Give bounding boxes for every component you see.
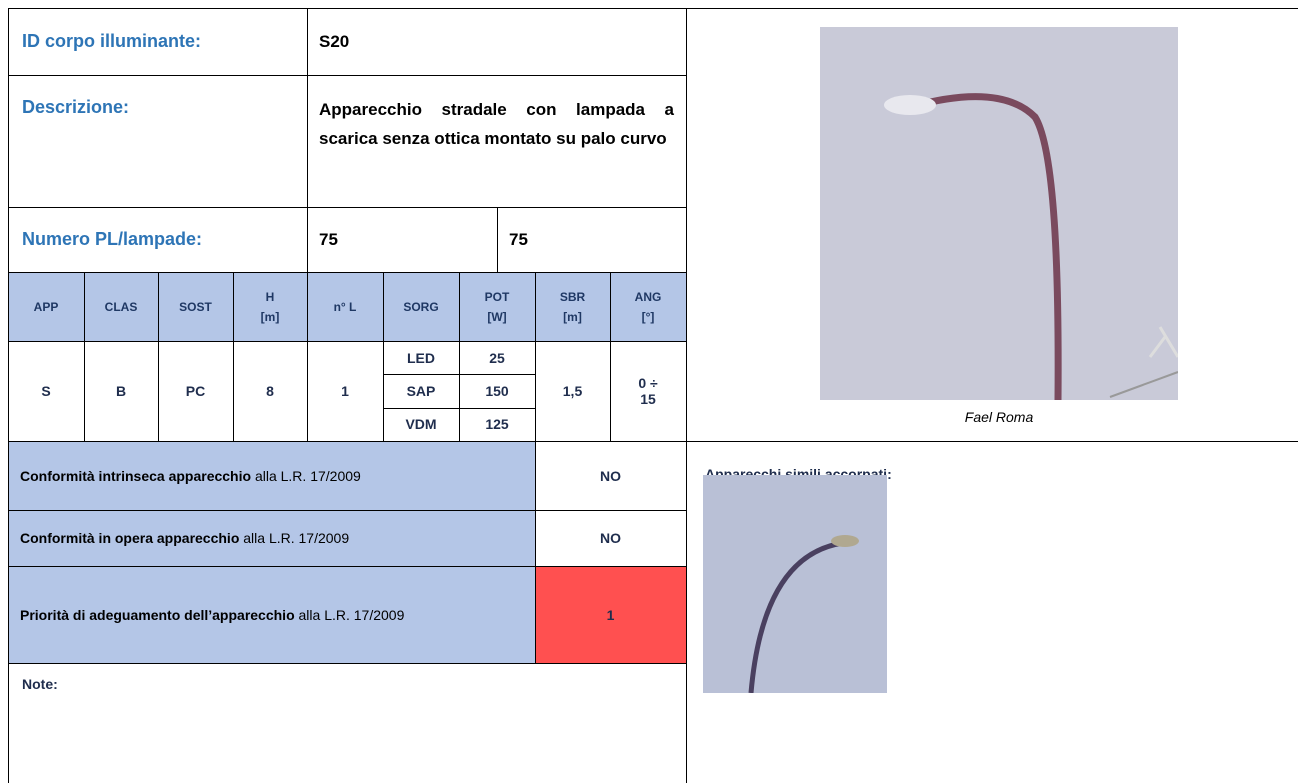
- description-value: Apparecchio stradale con lampada a scari…: [319, 100, 674, 148]
- rule: [535, 441, 536, 663]
- conformity-label: Conformità intrinseca apparecchio alla L…: [8, 441, 535, 510]
- rule: [233, 272, 234, 441]
- rule: [8, 272, 686, 273]
- conformity-rest: alla L.R. 17/2009: [251, 467, 361, 484]
- header-line: APP: [33, 299, 59, 314]
- rule: [383, 272, 384, 441]
- rule: [497, 207, 498, 272]
- rule: [158, 272, 159, 441]
- rule: [535, 272, 536, 441]
- column-header: ANG [°]: [610, 272, 686, 341]
- cell-value: 8: [266, 383, 274, 399]
- header-line: H: [265, 289, 275, 304]
- rule: [8, 566, 686, 567]
- column-header: SORG: [383, 272, 459, 341]
- source-power: 25: [489, 349, 505, 366]
- source-name: LED: [407, 349, 435, 366]
- rule: [459, 272, 460, 441]
- angle: 0 ÷ 15: [638, 375, 658, 407]
- conformity-value: NO: [600, 530, 621, 546]
- column-header: APP: [8, 272, 84, 341]
- rule: [8, 341, 686, 342]
- source-power: 125: [485, 416, 509, 433]
- header-line: [W]: [487, 309, 507, 324]
- id-value: S20: [319, 31, 350, 51]
- header-line: [m]: [260, 309, 280, 324]
- header-line: SOST: [179, 299, 212, 314]
- description-label: Descrizione:: [22, 97, 130, 117]
- rule: [84, 272, 85, 441]
- source-name: SAP: [406, 382, 436, 399]
- rule: [8, 75, 686, 76]
- header-line: n° L: [333, 299, 357, 314]
- conformity-text: Conformità intrinseca apparecchio alla L…: [20, 468, 361, 484]
- id-label: ID corpo illuminante:: [22, 31, 202, 51]
- header-line: [m]: [563, 309, 582, 324]
- conformity-label: Conformità in opera apparecchio alla L.R…: [8, 510, 535, 566]
- rule: [8, 510, 686, 511]
- priority-text: Priorità di adeguamento dell’apparecchio…: [20, 605, 404, 625]
- cell-value: S: [41, 383, 51, 399]
- cell-value: 0 ÷ 15: [610, 341, 686, 441]
- number-value: 75: [509, 229, 528, 249]
- rule: [8, 441, 1298, 442]
- conformity-rest: alla L.R. 17/2009: [239, 530, 350, 546]
- conformity-bold: Conformità in opera apparecchio: [20, 530, 240, 546]
- conformity-value: NO: [600, 467, 621, 484]
- rule: [610, 272, 611, 441]
- column-header: H [m]: [233, 272, 307, 341]
- conformity-text: Conformità in opera apparecchio alla L.R…: [20, 530, 349, 546]
- rule: [686, 8, 687, 783]
- conformity-bold: Conformità intrinseca apparecchio: [20, 467, 252, 484]
- note-label: Note:: [22, 676, 58, 692]
- cell-value: PC: [185, 383, 206, 399]
- similar-photo: [703, 475, 887, 693]
- header-line: SORG: [403, 299, 439, 314]
- priority-rest: alla L.R. 17/2009: [294, 606, 405, 623]
- column-header: SOST: [158, 272, 233, 341]
- header-line: SBR: [559, 289, 586, 304]
- column-header: SBR [m]: [535, 272, 610, 341]
- column-header: POT [W]: [459, 272, 535, 341]
- cell-value: 1,5: [562, 383, 583, 399]
- rule: [307, 8, 308, 272]
- priority-label: Priorità di adeguamento dell’apparecchio…: [8, 566, 535, 663]
- header-line: POT: [484, 289, 510, 304]
- cell-value: 1: [341, 383, 349, 399]
- source-name: VDM: [405, 416, 437, 433]
- header-line: CLAS: [104, 299, 138, 314]
- column-header: CLAS: [84, 272, 158, 341]
- number-label: Numero PL/lampade:: [22, 229, 203, 249]
- priority-bold: Priorità di adeguamento dell’apparecchio: [20, 606, 295, 623]
- header-line: ANG: [634, 289, 662, 304]
- rule: [8, 207, 686, 208]
- header-line: [°]: [641, 309, 655, 324]
- priority-value: 1: [535, 566, 686, 663]
- rule: [8, 8, 1298, 9]
- rule: [8, 663, 686, 664]
- rule: [8, 8, 9, 783]
- cell-value: B: [115, 383, 127, 399]
- column-header: n° L: [307, 272, 383, 341]
- photo-caption: Fael Roma: [964, 409, 1034, 425]
- source-power: 150: [485, 382, 509, 399]
- rule: [307, 272, 308, 441]
- lamp-photo: [820, 27, 1178, 400]
- number-value: 75: [319, 229, 338, 249]
